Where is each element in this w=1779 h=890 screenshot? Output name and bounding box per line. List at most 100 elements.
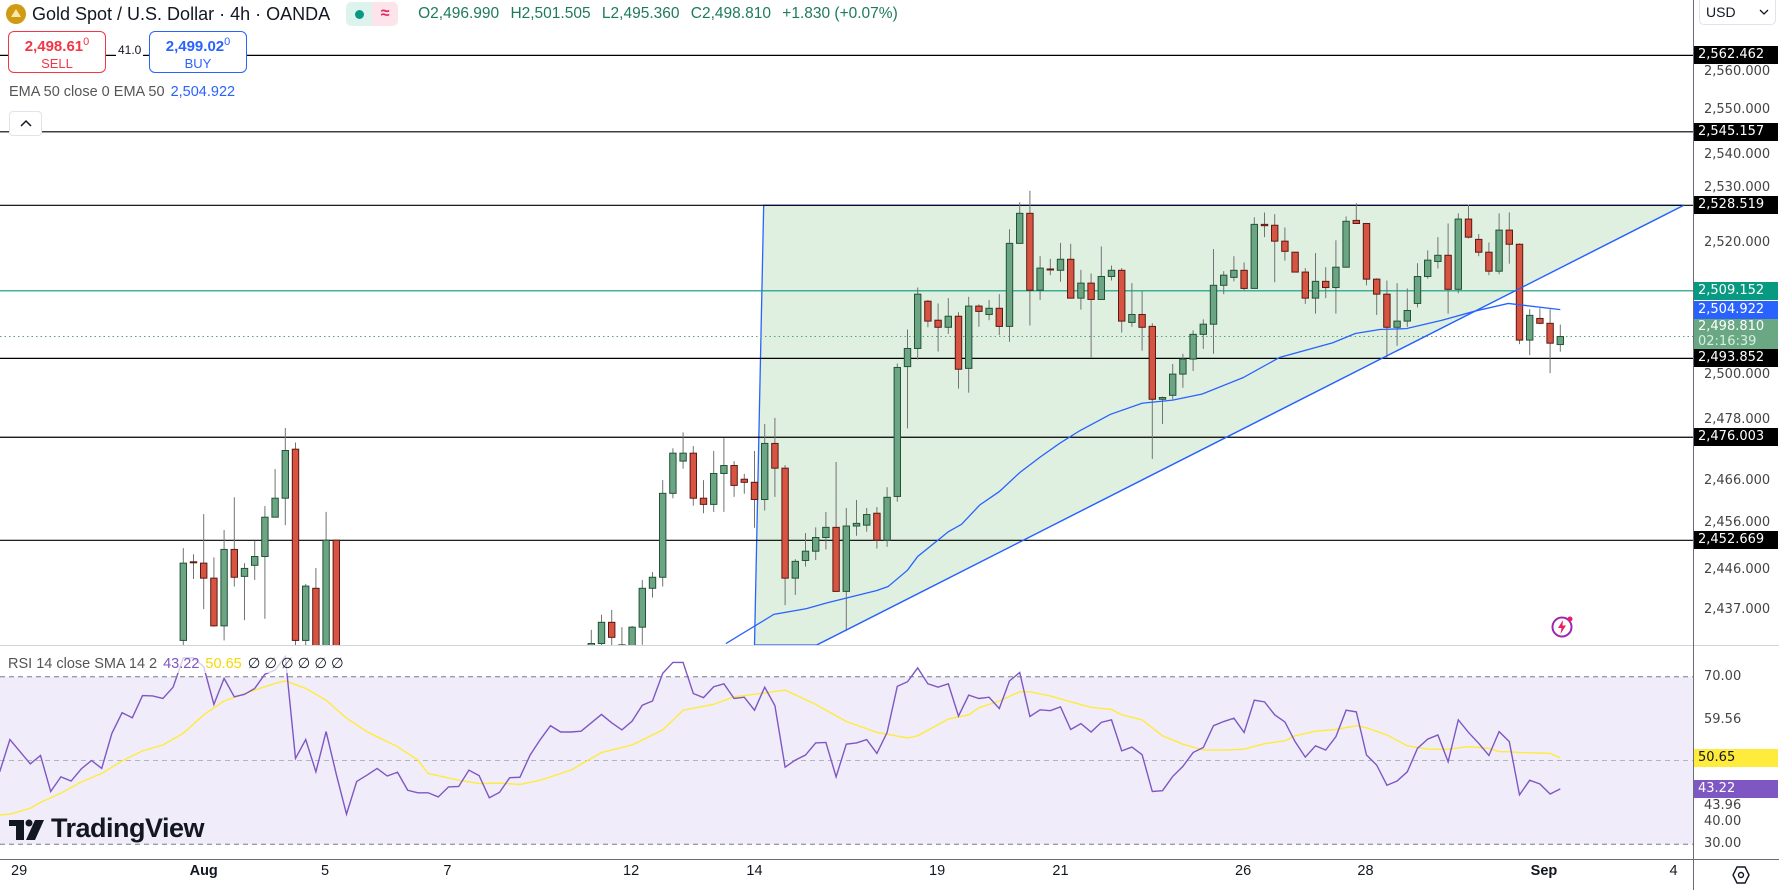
symbol-title[interactable]: Gold Spot / U.S. Dollar · 4h · OANDA xyxy=(32,3,331,24)
buy-price-pip: 0 xyxy=(224,36,231,48)
candle-down xyxy=(1373,278,1381,295)
candle-down xyxy=(1475,238,1483,253)
candle-up xyxy=(1220,274,1228,286)
time-axis-label: 4 xyxy=(1669,863,1678,879)
candle-down xyxy=(291,448,300,641)
rsi-legend[interactable]: RSI 14 close SMA 14 2 43.22 50.65 ∅ ∅ ∅ ∅ ∅… xyxy=(4,655,348,673)
rsi-axis-tick: 40.00 xyxy=(1704,813,1742,829)
time-axis-label: 14 xyxy=(746,863,763,879)
candle-down xyxy=(1322,280,1330,289)
change-value: +1.830 (+0.07%) xyxy=(782,5,898,22)
level-price-badge[interactable]: 2,545.157 xyxy=(1694,122,1778,141)
candle-down xyxy=(924,300,932,322)
tradingview-logo[interactable]: TradingView xyxy=(9,813,205,844)
candle-down xyxy=(1464,218,1473,238)
level-price-badge[interactable]: 2,528.519 xyxy=(1694,196,1778,215)
time-axis-label: 12 xyxy=(623,863,640,879)
candle-down xyxy=(995,307,1003,327)
candle-up xyxy=(1413,275,1422,304)
candle-down xyxy=(1026,212,1034,291)
candle-up xyxy=(220,548,228,627)
candle-up xyxy=(893,366,901,497)
candle-down xyxy=(1087,282,1095,300)
candle-down xyxy=(1291,251,1299,273)
candle-up xyxy=(618,644,626,645)
candle-down xyxy=(975,305,983,312)
market-status[interactable]: ≈ xyxy=(346,2,399,26)
candle-up xyxy=(638,587,646,628)
candle-down xyxy=(1485,251,1493,272)
candle-up xyxy=(251,556,259,566)
rsi-axis-tick: 70.00 xyxy=(1704,668,1742,684)
candle-up xyxy=(1128,313,1136,323)
rising-trendline[interactable] xyxy=(816,204,1685,645)
rsi-pane[interactable] xyxy=(0,654,1693,845)
price-axis-tick: 2,550.000 xyxy=(1704,102,1771,118)
gold-symbol-icon xyxy=(6,4,26,24)
level-price-badge[interactable]: 2,476.003 xyxy=(1694,428,1778,447)
candle-down xyxy=(689,452,697,499)
buy-button[interactable]: 2,499.020 BUY xyxy=(149,31,247,73)
candle-down xyxy=(1362,222,1371,280)
price-axis-tick: 2,446.000 xyxy=(1704,561,1771,577)
candle-down xyxy=(771,442,779,469)
price-axis-tick: 2,500.000 xyxy=(1704,367,1771,383)
candle-down xyxy=(750,481,759,501)
level-price-badge[interactable]: 2,509.152 xyxy=(1694,281,1778,300)
time-axis-label: 28 xyxy=(1357,863,1374,879)
time-axis-label: 29 xyxy=(11,863,28,879)
candle-up xyxy=(1526,314,1534,341)
lightning-alert-icon[interactable] xyxy=(1550,615,1574,639)
rsi-value-badge: 43.22 xyxy=(1694,779,1778,798)
candle-up xyxy=(240,567,249,577)
collapse-legend-button[interactable] xyxy=(9,111,42,136)
candle-down xyxy=(312,587,320,645)
price-axis-tick: 2,437.000 xyxy=(1704,601,1771,617)
candle-up xyxy=(1199,323,1207,335)
candle-down xyxy=(730,465,738,486)
candle-up xyxy=(944,315,952,328)
ema-legend-label: EMA 50 close 0 EMA 50 xyxy=(9,84,165,100)
price-pane[interactable] xyxy=(0,54,1693,684)
tradingview-logo-icon xyxy=(9,819,44,840)
buy-price: 2,499.02 xyxy=(165,38,225,55)
time-axis-label: 26 xyxy=(1235,863,1252,879)
ema-price-badge: 2,504.922 xyxy=(1694,300,1778,319)
candle-up xyxy=(883,496,891,541)
candle-up xyxy=(1189,333,1197,360)
market-open-dot-icon xyxy=(346,2,373,26)
candle-up xyxy=(1332,266,1340,289)
candle-up xyxy=(1454,218,1462,290)
price-axis-tick: 2,540.000 xyxy=(1704,146,1771,162)
level-price-badge[interactable]: 2,452.669 xyxy=(1694,531,1778,550)
candle-down xyxy=(1138,313,1146,328)
candle-up xyxy=(1209,284,1218,325)
ema-legend[interactable]: EMA 50 close 0 EMA 50 2,504.922 xyxy=(9,84,235,100)
price-axis-tick: 2,456.000 xyxy=(1704,515,1771,531)
candle-up xyxy=(322,539,330,645)
sell-price: 2,498.61 xyxy=(24,38,84,55)
candle-up xyxy=(587,643,595,645)
candle-up xyxy=(659,492,667,578)
currency-dropdown[interactable]: USD xyxy=(1699,0,1776,25)
candle-up xyxy=(1342,220,1350,268)
candle-up xyxy=(914,293,922,349)
candle-up xyxy=(812,537,820,552)
time-axis-label: 19 xyxy=(929,863,946,879)
rsi-empty-values: ∅ ∅ ∅ ∅ ∅ ∅ xyxy=(247,656,344,672)
sell-label: SELL xyxy=(41,56,73,71)
candle-down xyxy=(1271,224,1279,242)
level-price-badge[interactable]: 2,493.852 xyxy=(1694,349,1778,368)
candle-up xyxy=(1403,309,1411,322)
candle-up xyxy=(179,562,188,641)
candle-up xyxy=(1250,223,1258,289)
level-price-badge[interactable]: 2,562.462 xyxy=(1694,46,1778,65)
settings-gear-icon[interactable] xyxy=(1730,864,1752,886)
sell-button[interactable]: 2,498.610 SELL xyxy=(8,31,106,73)
candle-up xyxy=(791,560,799,579)
open-value: O2,496.990 xyxy=(418,5,500,22)
candle-down xyxy=(230,548,239,578)
chevron-down-icon xyxy=(1759,9,1769,15)
candle-up xyxy=(1424,259,1432,277)
